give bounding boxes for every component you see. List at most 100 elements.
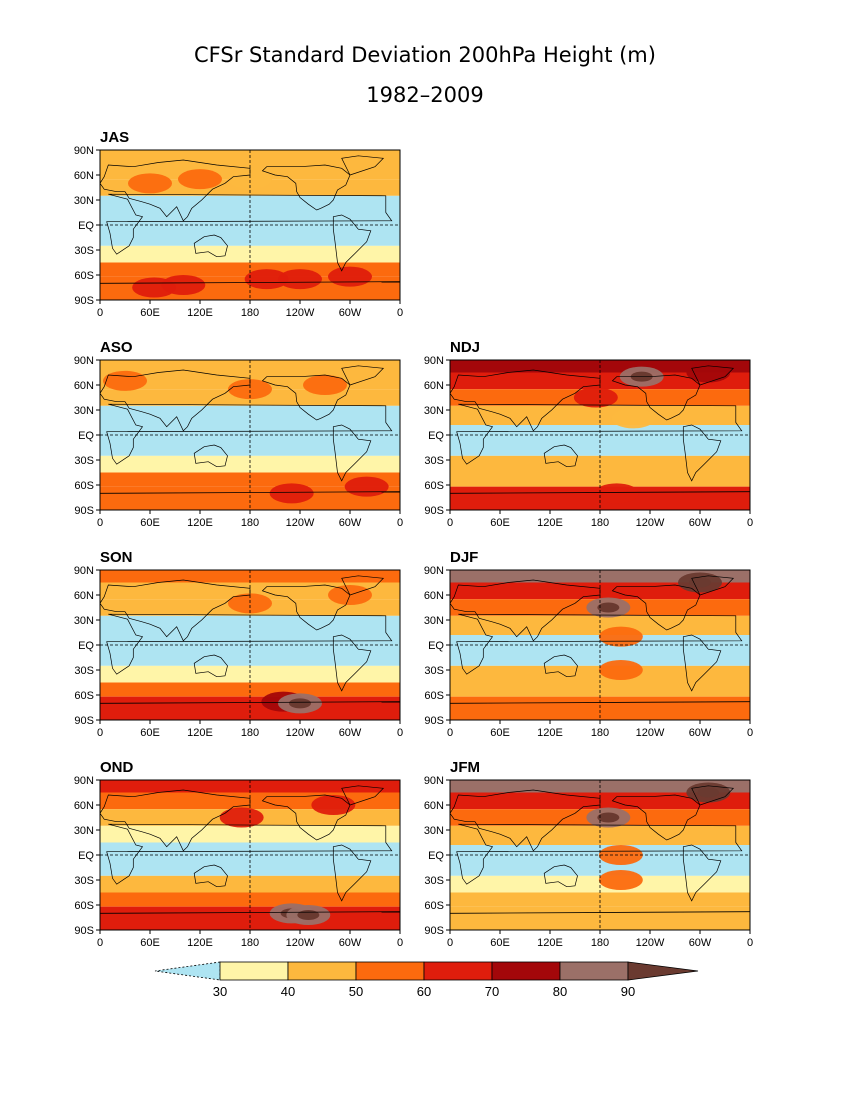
coastline: [341, 155, 385, 176]
anomaly-blob: [228, 169, 272, 190]
x-tick-label: 0: [397, 307, 403, 319]
panel-label: DJF: [450, 549, 478, 566]
panel-label: JAS: [100, 129, 129, 146]
y-tick-label: 60S: [74, 690, 94, 702]
x-tick-label: 60W: [689, 517, 712, 529]
x-tick-label: 120E: [187, 307, 213, 319]
colorbar-label: 70: [485, 984, 499, 999]
chart-subtitle: 1982–2009: [366, 83, 483, 107]
colorbar-label: 30: [213, 984, 227, 999]
coastline: [456, 613, 743, 675]
anomaly-core: [297, 910, 320, 920]
x-tick-label: 180: [241, 307, 259, 319]
y-tick-label: 90S: [74, 295, 94, 307]
coastline: [691, 365, 735, 386]
x-tick-label: 120W: [286, 307, 315, 319]
y-tick-label: EQ: [428, 640, 444, 652]
x-tick-label: 180: [241, 517, 259, 529]
y-tick-label: 90S: [74, 505, 94, 517]
map-panel-son: SON 0 60E 120E 180 120W 60W 0 90N 60N 30N EQ 30S 60S 9…: [74, 549, 403, 739]
y-tick-label: 60N: [74, 800, 94, 812]
y-tick-label: 30S: [424, 875, 444, 887]
coastline: [332, 424, 372, 482]
x-tick-label: 60W: [339, 727, 362, 739]
lat-band: [100, 486, 400, 510]
panel-label: JFM: [450, 759, 480, 776]
x-tick-label: 60E: [140, 517, 160, 529]
y-tick-label: 30S: [424, 665, 444, 677]
x-tick-label: 0: [447, 517, 453, 529]
x-tick-label: 60W: [689, 727, 712, 739]
coastline: [341, 575, 385, 596]
y-tick-label: EQ: [78, 430, 94, 442]
y-tick-label: 60N: [424, 590, 444, 602]
panel-label: OND: [100, 759, 134, 776]
anomaly-core: [597, 812, 620, 823]
y-tick-label: 60N: [74, 380, 94, 392]
panel-label: SON: [100, 549, 133, 566]
x-tick-label: 120W: [636, 517, 665, 529]
colorbar-segment: [355, 961, 425, 981]
y-tick-label: 60N: [424, 380, 444, 392]
anomaly-core: [689, 577, 711, 588]
y-tick-label: 30N: [74, 825, 94, 837]
anomaly-blob: [219, 807, 264, 828]
x-tick-label: 60E: [490, 727, 510, 739]
lat-band: [100, 696, 400, 720]
y-tick-label: 90N: [424, 355, 444, 367]
coastline: [456, 823, 743, 885]
lat-band: [450, 665, 750, 683]
anomaly-blob: [598, 626, 643, 647]
x-tick-label: 0: [747, 517, 753, 529]
y-tick-label: EQ: [78, 640, 94, 652]
x-tick-label: 0: [97, 727, 103, 739]
map-panel-aso: ASO 0 60E 120E 180 120W 60W 0 90N 60N 30N EQ 30S 60S 9…: [74, 339, 403, 529]
coastline: [261, 584, 351, 631]
coastline: [450, 369, 601, 432]
coastline: [106, 823, 393, 885]
coastline: [691, 785, 735, 806]
colorbar: 30 40 50 60 70 80 90: [154, 961, 699, 999]
colorbar-segment: [559, 961, 629, 981]
x-tick-label: 60E: [490, 517, 510, 529]
x-tick-label: 180: [241, 937, 259, 949]
y-tick-label: 30N: [424, 825, 444, 837]
x-tick-label: 0: [447, 937, 453, 949]
colorbar-segment: [287, 961, 357, 981]
coastline: [106, 613, 393, 675]
y-tick-label: 30S: [424, 455, 444, 467]
coastline: [100, 369, 251, 432]
coastline: [261, 374, 351, 421]
lat-band: [100, 455, 400, 473]
x-tick-label: 60E: [140, 307, 160, 319]
colorbar-segment: [491, 961, 561, 981]
coastline: [611, 794, 701, 841]
lat-band: [450, 455, 750, 473]
coastline: [611, 584, 701, 631]
y-tick-label: 60S: [424, 480, 444, 492]
x-tick-label: 180: [241, 727, 259, 739]
coastline: [332, 634, 372, 692]
map-panel-jfm: JFM 0 60E 120E 180 120W 60W 0 90N 60N 30N EQ 30S 60S 9…: [424, 759, 753, 949]
chart-title: CFSr Standard Deviation 200hPa Height (m…: [194, 43, 656, 67]
x-tick-label: 180: [591, 937, 609, 949]
anomaly-blob: [178, 169, 222, 190]
y-tick-label: 30N: [74, 195, 94, 207]
anomaly-blob: [278, 269, 322, 290]
coastline: [332, 214, 372, 272]
anomaly-core: [697, 787, 720, 798]
anomaly-blob: [598, 660, 643, 680]
y-tick-label: EQ: [428, 850, 444, 862]
y-tick-label: 30S: [74, 875, 94, 887]
coastline: [691, 575, 735, 596]
x-tick-label: 120E: [537, 727, 563, 739]
lat-band: [100, 892, 400, 907]
coastline: [682, 634, 722, 692]
coastline: [341, 365, 385, 386]
x-tick-label: 120W: [636, 937, 665, 949]
coastline: [450, 579, 601, 642]
anomaly-blob: [598, 870, 643, 890]
y-tick-label: 90S: [424, 925, 444, 937]
x-tick-label: 120E: [537, 517, 563, 529]
